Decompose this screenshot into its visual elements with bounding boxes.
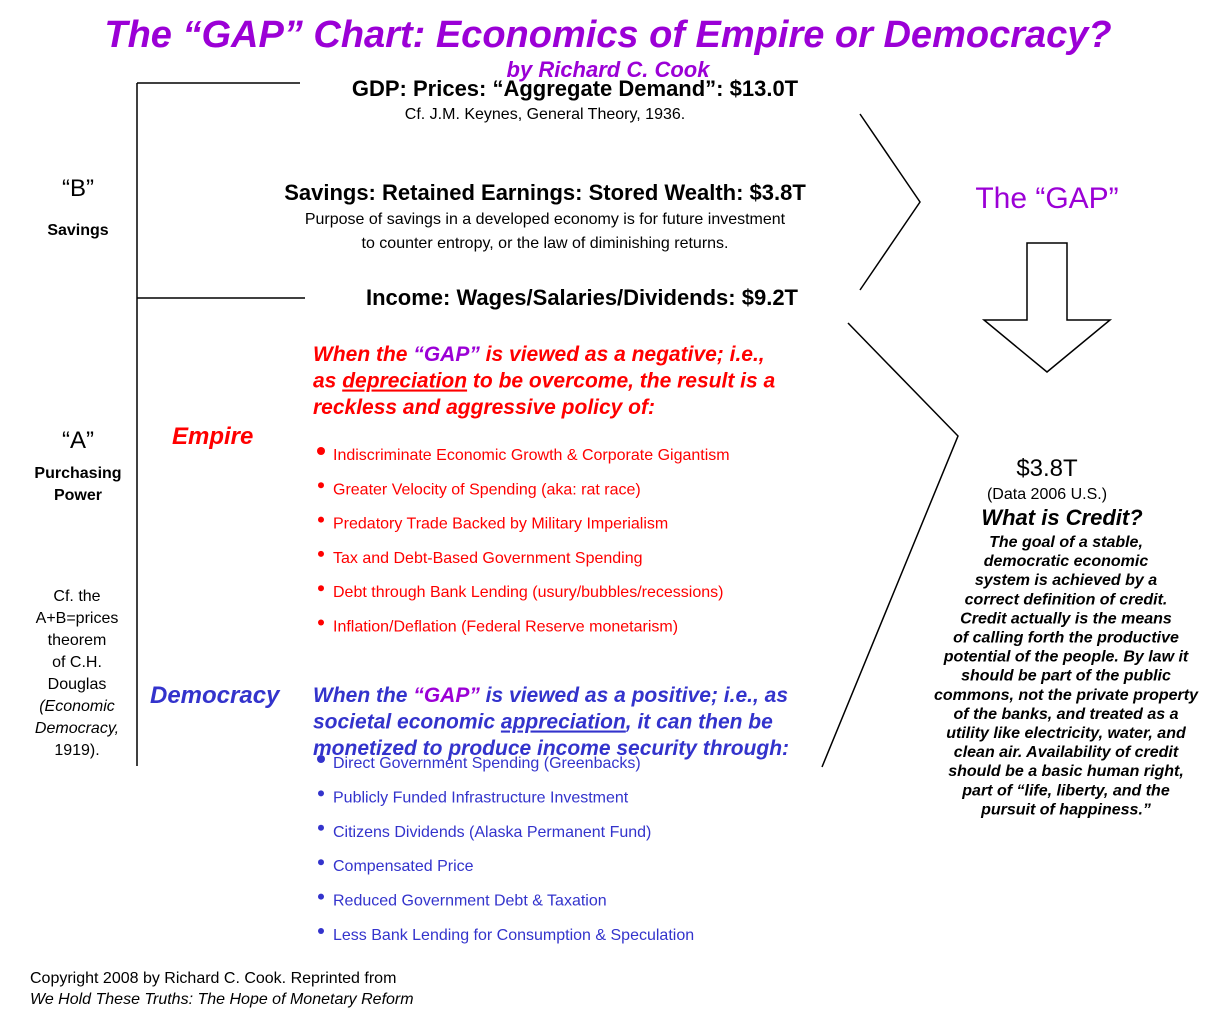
a-caption: Purchasing: [34, 465, 121, 482]
list-item: Predatory Trade Backed by Military Imper…: [333, 516, 668, 533]
bullet: [318, 619, 324, 626]
credit-body: The goal of a stable, democratic economic…: [934, 534, 1199, 818]
a-caption: Power: [54, 487, 102, 504]
bullet: [318, 824, 324, 831]
subtitle: by Richard C. Cook: [507, 57, 712, 82]
a-label: “A”: [62, 427, 94, 454]
bullet: [317, 447, 325, 455]
savings-note: to counter entropy, or the law of dimini…: [362, 235, 729, 252]
list-item: Tax and Debt-Based Government Spending: [333, 550, 643, 567]
bullet: [318, 516, 324, 523]
gdp: GDP: Prices: “Aggregate Demand”: $13.0T: [352, 76, 799, 101]
bullet: [318, 482, 324, 489]
credit-line: of the banks, and treated as a: [954, 706, 1179, 723]
credit-title: What is Credit?: [981, 505, 1142, 530]
credit-line: Credit actually is the means: [960, 610, 1172, 627]
savings: Savings: Retained Earnings: Stored Wealt…: [284, 180, 806, 205]
list-item: Greater Velocity of Spending (aka: rat r…: [333, 481, 641, 498]
savings-note: Purpose of savings in a developed econom…: [305, 211, 786, 228]
intro-part: appreciation: [501, 711, 626, 734]
bullet: [318, 928, 324, 934]
democracy-block: When the “GAP” is viewed as a positive; …: [313, 684, 789, 944]
b-label: “B”: [62, 175, 94, 202]
copyright: Copyright 2008 by Richard C. Cook. Repri…: [30, 970, 396, 987]
democracy-label: Democracy: [150, 682, 281, 709]
gap-amount: $3.8T: [1016, 455, 1078, 482]
divider-line: [821, 322, 959, 768]
list-item: Direct Government Spending (Greenbacks): [333, 755, 641, 772]
intro-part: When the: [313, 343, 413, 366]
income: Income: Wages/Salaries/Dividends: $9.2T: [366, 285, 799, 310]
intro-part: , it can then be: [625, 711, 773, 734]
bullet: [318, 790, 324, 797]
credit-line: system is achieved by a: [975, 572, 1157, 589]
down-arrow: [981, 242, 1113, 373]
bullet: [318, 585, 324, 592]
intro-part: societal economic: [313, 711, 501, 734]
credit-line: The goal of a stable,: [989, 534, 1143, 551]
intro-line: reckless and aggressive policy of:: [313, 396, 655, 419]
list-item: Inflation/Deflation (Federal Reserve mon…: [333, 619, 678, 636]
book-title: We Hold These Truths: The Hope of Moneta…: [30, 991, 414, 1008]
credit-line: should be part of the public: [961, 668, 1171, 685]
intro-part: to be overcome, the result is a: [467, 370, 775, 393]
intro-line: as depreciation to be overcome, the resu…: [313, 370, 775, 393]
credit-line: utility like electricity, water, and: [946, 725, 1187, 742]
credit-line: correct definition of credit.: [965, 591, 1168, 608]
note-line: Cf. the: [53, 588, 100, 605]
intro-part: “GAP”: [413, 343, 480, 366]
note-line: Democracy,: [35, 720, 119, 737]
list-item: Reduced Government Debt & Taxation: [333, 893, 607, 910]
list-item: Publicly Funded Infrastructure Investmen…: [333, 789, 629, 806]
intro-line: When the “GAP” is viewed as a positive; …: [313, 684, 788, 707]
note-line: 1919).: [54, 742, 99, 759]
list-item: Compensated Price: [333, 858, 474, 875]
intro-part: as: [313, 370, 342, 393]
list-item: Debt through Bank Lending (usury/bubbles…: [333, 584, 723, 601]
intro-part: monetized to produce income security thr…: [313, 737, 789, 760]
title: The “GAP” Chart: Economics of Empire or …: [104, 14, 1111, 56]
list-item: Indiscriminate Economic Growth & Corpora…: [333, 447, 730, 464]
credit-line: democratic economic: [984, 553, 1149, 570]
note-line: of C.H.: [52, 654, 102, 671]
note-line: theorem: [48, 632, 107, 649]
credit-line: part of “life, liberty, and the: [961, 782, 1170, 799]
empire-block: When the “GAP” is viewed as a negative; …: [313, 343, 775, 636]
intro-part: is viewed as a positive; i.e., as: [480, 684, 788, 707]
intro-line: societal economic appreciation, it can t…: [313, 711, 773, 734]
note-line: Douglas: [48, 676, 107, 693]
empire-label: Empire: [172, 423, 253, 450]
credit-line: commons, not the private property: [934, 687, 1199, 704]
intro-part: When the: [313, 684, 413, 707]
intro-line: When the “GAP” is viewed as a negative; …: [313, 343, 765, 366]
intro-part: “GAP”: [413, 684, 480, 707]
b-caption: Savings: [47, 222, 108, 239]
credit-line: of calling forth the productive: [953, 630, 1179, 647]
note-line: A+B=prices: [36, 610, 119, 627]
credit-line: should be a basic human right,: [948, 763, 1184, 780]
intro-line: monetized to produce income security thr…: [313, 737, 789, 760]
credit-line: potential of the people. By law it: [943, 649, 1189, 666]
bullet: [317, 755, 325, 763]
bullet: [318, 550, 324, 557]
gdp-note: Cf. J.M. Keynes, General Theory, 1936.: [405, 106, 685, 123]
list-item: Less Bank Lending for Consumption & Spec…: [333, 927, 694, 944]
credit-line: pursuit of happiness.”: [980, 801, 1151, 818]
gap-label: The “GAP”: [975, 182, 1118, 215]
credit-line: clean air. Availability of credit: [954, 744, 1179, 761]
bullet: [318, 859, 324, 866]
note-line: (Economic: [39, 698, 115, 715]
douglas-note: Cf. the A+B=prices theorem of C.H. Douglas (E…: [35, 588, 119, 759]
intro-part: depreciation: [342, 370, 467, 393]
gap-amount-note: (Data 2006 U.S.): [987, 486, 1107, 503]
intro-part: reckless and aggressive policy of:: [313, 396, 655, 419]
gap-chevron: [859, 113, 921, 291]
list-item: Citizens Dividends (Alaska Permanent Fun…: [333, 824, 651, 841]
intro-part: is viewed as a negative; i.e.,: [480, 343, 765, 366]
bullet: [318, 893, 324, 900]
